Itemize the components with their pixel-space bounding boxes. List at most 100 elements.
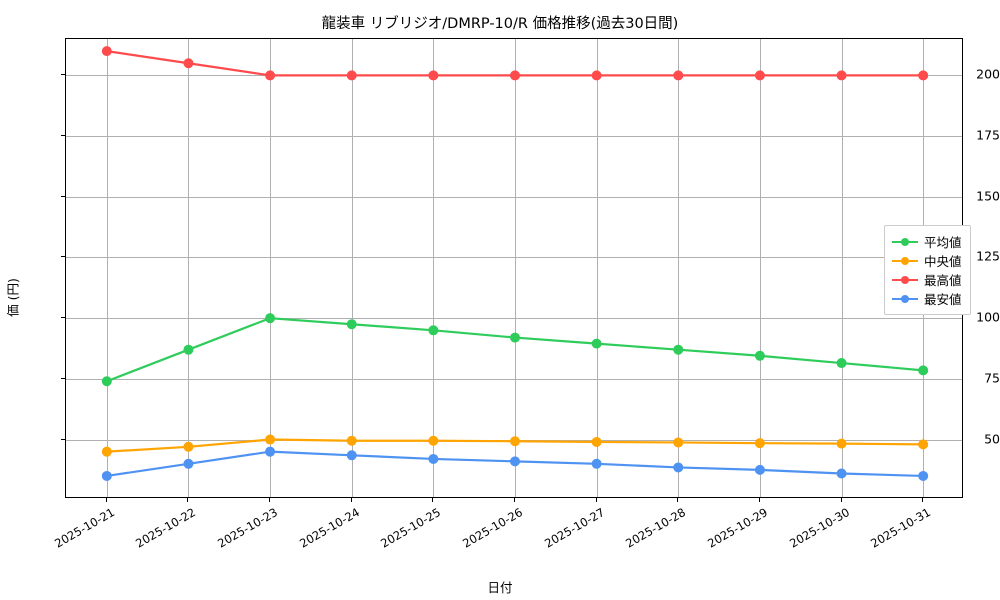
x-axis-tick-label: 2025-10-21 [51,505,117,551]
x-axis-tick-mark [840,498,842,502]
data-point-marker [428,453,439,464]
data-point-marker [346,435,357,446]
data-point-marker [428,325,439,336]
data-point-marker [265,434,276,445]
series-line [105,317,925,383]
legend-dot [901,276,909,284]
data-point-marker [836,468,847,479]
series-lines [101,46,929,481]
series-最高値 [101,46,929,81]
gridline-horizontal [66,136,962,138]
data-point-marker [918,439,929,450]
legend-item-平均値[interactable]: 平均値 [892,232,962,251]
x-axis-tick-label: 2025-10-30 [786,505,852,551]
data-point-marker [510,332,520,343]
x-axis-tick-mark [514,498,515,502]
data-point-marker [265,446,276,457]
x-axis-tick-mark [187,498,189,502]
gridline-vertical [106,39,108,497]
x-axis-tick-label: 2025-10-29 [705,505,770,551]
series-中央値 [101,434,929,457]
y-axis-tick-label: 100 [976,309,1000,325]
legend-dot [901,295,909,303]
data-point-marker [673,462,684,473]
data-point-marker [183,441,194,452]
x-axis-tick-label: 2025-10-22 [133,505,199,551]
x-axis-tick-label: 2025-10-31 [868,505,934,551]
data-point-marker [346,319,357,330]
x-axis-tick-mark [269,498,271,502]
data-point-marker [673,344,684,355]
y-axis-tick-mark [61,74,65,76]
gridline-horizontal [66,196,962,198]
data-point-marker [265,313,276,324]
chart-legend: 平均値 中央値最高値最安値 [884,225,971,315]
y-axis-tick-mark [61,256,65,258]
x-axis-label: 日付 [487,580,513,595]
legend-label: 最安値 [924,292,962,307]
legend-item-最高値[interactable]: 最高値 [892,270,962,289]
gridline-vertical [270,39,272,497]
data-point-marker [836,358,847,369]
data-point-marker [918,365,929,376]
legend-swatch-icon [892,236,918,248]
gridline-vertical [678,39,680,497]
y-axis-tick-label: 175 [976,127,1000,143]
y-axis-tick-mark [61,135,65,137]
data-point-marker [510,456,520,467]
y-axis-tick-label: 150 [976,188,1000,204]
x-axis-tick-mark [595,498,597,502]
x-axis-tick-mark [350,498,352,502]
x-axis-tick-label: 2025-10-25 [378,505,444,551]
data-point-marker [101,376,112,387]
data-point-marker [428,435,439,446]
y-axis-tick-mark [61,195,65,197]
gridline-vertical [433,39,435,497]
data-point-marker [183,344,194,355]
gridline-vertical [759,39,761,497]
data-point-marker [346,70,357,81]
data-point-marker [265,70,276,81]
data-point-marker [346,450,357,461]
y-axis-tick-label: 50 [984,431,1000,447]
legend-dot [901,238,909,246]
legend-item-中央値[interactable]: 中央値 [892,251,962,270]
data-point-marker [101,470,112,481]
y-axis-tick-mark [61,438,65,440]
data-point-marker [673,70,684,81]
series-最安値 [101,446,929,481]
data-point-marker [918,70,929,81]
data-point-marker [836,438,847,449]
data-point-marker [836,70,847,81]
legend-item-最安値[interactable]: 最安値 [892,289,962,308]
legend-label: 平均値 [924,235,962,250]
gridline-vertical [515,39,516,497]
y-axis-tick-label: 125 [976,248,1000,264]
data-point-marker [591,458,602,469]
series-平均値 [101,313,929,387]
legend-dot [901,257,909,265]
y-axis-label: 価 (円) [5,278,21,317]
data-point-marker [101,46,112,57]
data-point-marker [591,436,602,447]
data-point-marker [754,70,765,81]
legend-label: 最高値 [924,273,962,288]
legend-swatch-icon [892,293,918,305]
y-axis-tick-label: 75 [984,370,1000,386]
data-point-marker [591,338,602,349]
x-axis-tick-mark [432,498,434,502]
data-point-marker [183,458,194,469]
x-axis-tick-label: 2025-10-27 [541,505,607,551]
gridline-horizontal [66,318,962,320]
data-point-marker [754,438,765,449]
x-axis-tick-label: 2025-10-28 [623,505,689,551]
data-point-marker [918,470,929,481]
gridline-vertical [596,39,598,497]
gridline-vertical [188,39,190,497]
legend-swatch-icon [892,274,918,286]
x-axis-tick-mark [922,498,924,502]
y-axis-tick-label: 200 [976,66,1000,82]
data-point-marker [101,446,112,457]
data-point-marker [754,350,765,361]
plot-area [65,38,963,498]
